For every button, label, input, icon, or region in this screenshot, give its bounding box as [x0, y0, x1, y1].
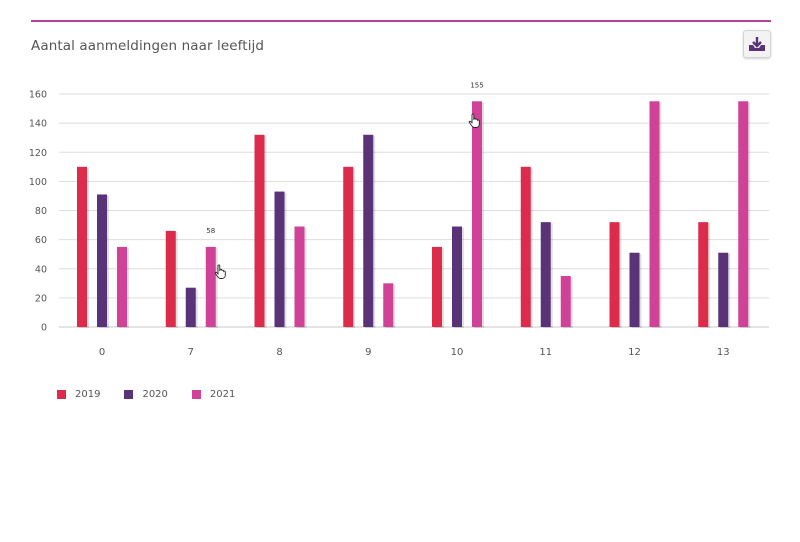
bar-chart: 0 20 40 60 80 100 120 140 160 0 7 8 9 10 11 12 13 58 155 [29, 81, 769, 358]
legend-label: 2020 [142, 389, 168, 400]
legend-item-2021[interactable]: 2021 [191, 389, 236, 400]
bar-2020-10[interactable] [452, 226, 462, 327]
bar-2020-8[interactable] [274, 191, 285, 327]
y-tick-label: 40 [35, 264, 47, 275]
legend-label: 2021 [209, 389, 236, 400]
bar-2021-8[interactable] [294, 226, 305, 327]
bar-2020-9[interactable] [363, 134, 374, 327]
legend-item-2020[interactable]: 2020 [124, 389, 168, 400]
y-tick-label: 120 [29, 148, 47, 159]
legend-swatch-2021 [191, 390, 201, 399]
y-tick-label: 80 [35, 206, 47, 217]
legend: 2019 2020 2021 [57, 389, 235, 400]
y-tick-label: 160 [29, 90, 47, 101]
bar-2021-0[interactable] [117, 246, 127, 327]
legend-swatch-2020 [124, 390, 134, 399]
hand-pointer-icon [214, 264, 226, 279]
legend-swatch-2019 [57, 390, 66, 399]
bar-2021-12[interactable] [649, 101, 660, 327]
x-tick-label: 8 [276, 347, 282, 358]
x-tick-label: 13 [717, 347, 730, 358]
y-tick-label: 0 [41, 323, 47, 334]
axis-labels: 0 20 40 60 80 100 120 140 160 0 7 8 9 10 11 12 13 58 155 [29, 81, 730, 358]
bar-2021-11[interactable] [560, 276, 571, 327]
download-button[interactable] [743, 30, 771, 58]
data-label: 58 [206, 227, 215, 235]
y-tick-label: 100 [29, 177, 47, 188]
bar-2019-7[interactable] [165, 230, 176, 327]
x-tick-label: 12 [628, 347, 641, 358]
bar-2020-12[interactable] [629, 252, 640, 327]
bar-2021-9[interactable] [383, 283, 394, 327]
bar-2021-10[interactable] [472, 101, 482, 327]
x-tick-label: 9 [365, 347, 371, 358]
y-tick-label: 140 [29, 119, 47, 130]
download-tray-icon [749, 37, 765, 51]
x-tick-label: 10 [451, 347, 464, 358]
bar-2019-9[interactable] [343, 166, 354, 327]
bar-2021-13[interactable] [738, 101, 749, 327]
hand-pointer-icon [468, 113, 480, 128]
bar-2019-13[interactable] [698, 222, 709, 327]
y-tick-label: 60 [35, 235, 47, 246]
data-label: 155 [470, 81, 483, 89]
y-tick-label: 20 [35, 293, 47, 304]
bar-2019-12[interactable] [609, 222, 620, 327]
bar-2020-11[interactable] [540, 222, 551, 327]
bar-2020-13[interactable] [718, 252, 729, 327]
legend-label: 2019 [75, 389, 101, 400]
bar-2021-7[interactable] [205, 246, 216, 327]
header-accent-rule [31, 20, 771, 22]
bars [77, 101, 751, 328]
chart-title: Aantal aanmeldingen naar leeftijd [31, 38, 265, 54]
bar-2019-0[interactable] [77, 166, 87, 327]
x-tick-label: 7 [188, 347, 194, 358]
bar-2020-7[interactable] [185, 287, 196, 327]
bar-2019-8[interactable] [254, 134, 265, 327]
bar-2019-11[interactable] [520, 166, 531, 327]
bar-2020-0[interactable] [97, 194, 107, 327]
bar-2019-10[interactable] [432, 246, 442, 327]
x-tick-label: 0 [99, 347, 105, 358]
x-tick-label: 11 [539, 347, 552, 358]
grid-lines [59, 93, 769, 328]
legend-item-2019[interactable]: 2019 [57, 389, 100, 400]
